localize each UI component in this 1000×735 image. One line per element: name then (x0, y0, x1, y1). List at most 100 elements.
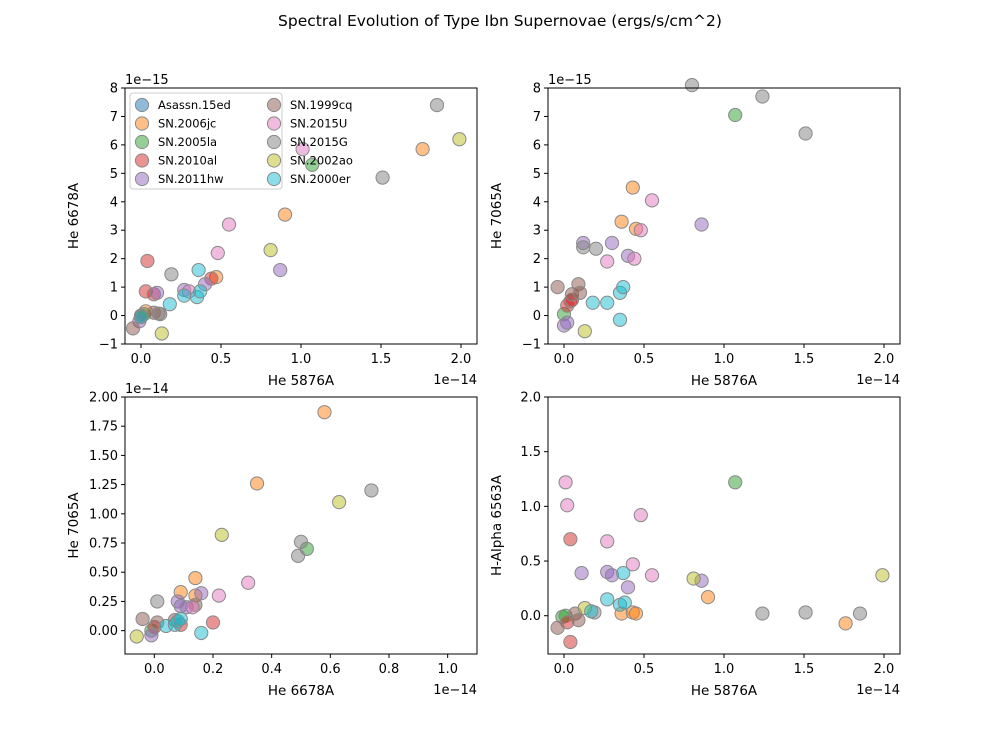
legend-marker (266, 97, 282, 113)
y-tick-label: 1.50 (89, 449, 118, 464)
y-tick-label: 1 (533, 281, 541, 296)
x-tick-label: 1.5 (371, 352, 392, 367)
y-offset-text: 1e−15 (125, 73, 169, 88)
x-axis-label: He 6678A (268, 683, 335, 699)
data-point (205, 615, 221, 630)
data-point (277, 207, 293, 222)
legend-entry-label: SN.2005la (158, 135, 217, 149)
data-point (600, 295, 615, 310)
y-tick-label: 6 (110, 138, 118, 153)
y-tick-label: 1.75 (89, 420, 118, 435)
data-point (221, 217, 237, 232)
subplot-4: 0.0 0.5 1.0 1.5 2.0 0.0 0.5 1.0 1.5 2.0 He 5876A H-… (489, 391, 901, 699)
y-tick-label: 1.5 (520, 445, 541, 460)
data-point (584, 604, 599, 619)
legend-marker (134, 97, 150, 113)
x-tick-label: 0.5 (634, 352, 655, 367)
data-point (625, 180, 640, 195)
plot-area (548, 397, 900, 654)
data-point (293, 534, 309, 549)
x-tick-label: 0.8 (379, 662, 400, 677)
x-tick-label: 1.5 (794, 662, 815, 677)
x-tick-label: 1.0 (714, 352, 735, 367)
data-point (305, 157, 320, 172)
y-offset-text: 1e−15 (548, 73, 592, 88)
legend-entry-label: SN.2002ao (290, 154, 353, 168)
data-point (177, 288, 192, 303)
subplot-2: 0.0 0.5 1.0 1.5 2.0 −1 0 1 2 3 4 5 6 7 8 He 5876A He 706… (489, 73, 901, 389)
y-tick-label: 0 (110, 309, 118, 324)
x-axis-label: He 5876A (268, 373, 335, 389)
markers (129, 405, 379, 644)
legend-entry-label: SN.2015U (290, 117, 347, 131)
x-tick-label: 0.0 (131, 352, 152, 367)
data-point (728, 107, 743, 123)
y-axis-label: He 7065A (66, 492, 82, 559)
data-point (686, 571, 701, 586)
data-point (798, 126, 813, 141)
y-tick-label: 8 (110, 82, 118, 97)
data-point (153, 307, 168, 322)
data-point (627, 251, 642, 266)
data-point (375, 170, 390, 185)
data-point (628, 606, 644, 621)
x-tick-label: 0.2 (203, 662, 224, 677)
y-axis-label: He 7065A (489, 182, 505, 249)
legend-marker (134, 116, 150, 131)
data-point (875, 568, 890, 583)
y-tick-label: −1 (99, 338, 118, 353)
y-tick-label: 1.25 (89, 478, 118, 493)
y-tick-label: 0 (533, 309, 541, 324)
data-point (185, 600, 200, 615)
x-tick-label: 1.0 (437, 662, 458, 677)
markers (550, 475, 890, 650)
x-tick-label: 1.0 (714, 662, 735, 677)
y-tick-label: 2.0 (520, 391, 541, 406)
data-point (140, 253, 155, 269)
y-tick-label: 4 (533, 195, 541, 210)
data-point (700, 590, 716, 605)
legend-entry-label: SN.2015G (290, 135, 348, 149)
data-point (154, 326, 169, 341)
data-point (295, 142, 310, 157)
data-point (560, 498, 575, 513)
x-axis-label: He 5876A (691, 683, 758, 699)
subplot-1: 0.0 0.5 1.0 1.5 2.0 −1 0 1 2 3 4 5 6 7 8 He 5876A He 667… (66, 73, 478, 389)
legend-entry-label: SN.1999cq (290, 98, 352, 112)
data-point (684, 78, 700, 93)
y-tick-label: 1.0 (520, 500, 541, 515)
y-tick-label: 1 (110, 281, 118, 296)
legend-entry-label: SN.2010al (158, 154, 217, 168)
x-tick-label: 1.0 (291, 352, 312, 367)
y-tick-label: 2 (110, 252, 118, 267)
data-point (211, 588, 226, 603)
data-point (604, 235, 620, 251)
data-point (633, 508, 648, 523)
x-tick-label: 1.5 (794, 352, 815, 367)
data-point (644, 193, 660, 208)
y-tick-label: 5 (533, 167, 541, 182)
legend-frame (129, 92, 283, 190)
data-point (563, 634, 578, 650)
y-tick-label: 3 (533, 224, 541, 239)
x-offset-text: 1e−14 (856, 373, 900, 388)
data-point (577, 324, 592, 339)
data-point (241, 575, 256, 590)
data-point (585, 295, 600, 310)
y-tick-label: 2.00 (89, 391, 118, 406)
data-point (317, 405, 332, 420)
legend-entry-label: Asassn.15ed (158, 98, 231, 112)
y-tick-label: 7 (533, 110, 541, 125)
data-point (588, 241, 604, 256)
x-tick-label: 0.0 (554, 662, 575, 677)
x-tick-label: 0.4 (261, 662, 282, 677)
data-point (600, 254, 615, 269)
data-point (332, 495, 347, 510)
data-point (798, 605, 813, 620)
y-tick-label: 2 (533, 252, 541, 267)
data-point (600, 534, 615, 549)
data-point (563, 532, 578, 547)
data-point (210, 245, 225, 261)
data-point (194, 625, 209, 641)
markers (550, 78, 813, 339)
